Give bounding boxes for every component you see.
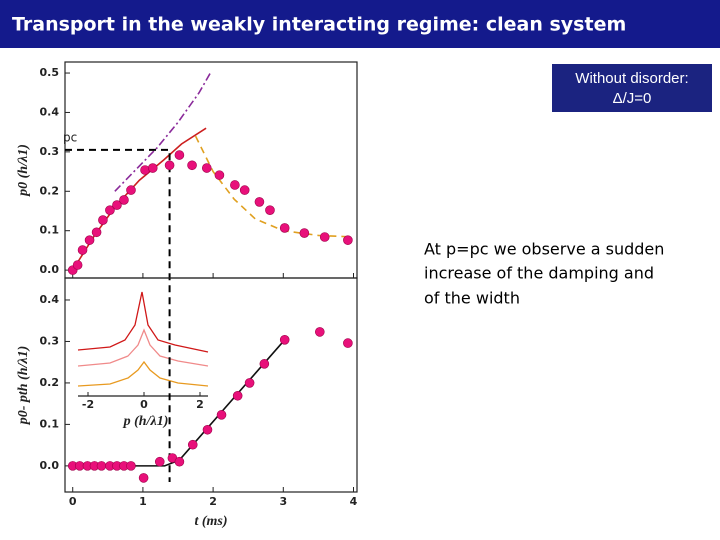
data-point [91, 227, 102, 238]
data-point [254, 197, 265, 207]
x-tick-label: 2 [209, 495, 217, 508]
data-point [112, 200, 122, 210]
data-point [202, 424, 213, 435]
info-line: Without disorder: [575, 70, 688, 87]
data-point [164, 160, 175, 171]
fit-line [194, 135, 347, 238]
data-point [126, 185, 136, 195]
data-point [232, 390, 243, 401]
y-tick-label: 0.4 [40, 105, 60, 118]
fit-line [114, 72, 211, 192]
y-tick-label: 0.0 [40, 459, 60, 472]
y-tick-label: 0.2 [40, 376, 60, 389]
y-tick-label: 0.2 [40, 184, 60, 197]
data-point [230, 180, 240, 190]
plot-frame [64, 277, 358, 493]
data-point [259, 359, 270, 369]
data-point [119, 195, 129, 205]
data-point [96, 461, 107, 471]
inset-tick-label: 2 [196, 398, 204, 411]
y-tick-label: 0.3 [40, 334, 60, 347]
data-point [147, 163, 158, 173]
fit-line [72, 127, 207, 271]
data-point [319, 232, 330, 242]
y-tick-label: 0.0 [40, 263, 60, 276]
fit-line [72, 339, 286, 467]
inset-tick-label: 0 [140, 398, 148, 411]
inset-tick-label: -2 [82, 398, 94, 411]
pc-label: pc [63, 130, 77, 144]
y-tick-label: 0.3 [40, 145, 60, 158]
data-point [279, 223, 290, 233]
inset-x-label: p (h/λ1) [123, 414, 169, 429]
x-tick-label: 4 [350, 495, 358, 508]
y-tick-label: 0.5 [40, 66, 60, 79]
data-point [201, 163, 212, 173]
note-line: of the width [424, 289, 520, 308]
data-point [138, 473, 149, 483]
data-point [244, 378, 255, 388]
y-tick-label: 0.4 [40, 293, 60, 306]
data-point [105, 205, 115, 216]
slide-title: Transport in the weakly interacting regi… [12, 14, 626, 36]
y-axis-label: p0 (h/λ1) [16, 144, 31, 197]
data-point [174, 150, 185, 160]
data-point [98, 215, 108, 225]
pc-marker [65, 148, 171, 482]
data-point [84, 235, 95, 245]
data-point [216, 410, 227, 420]
data-point [343, 338, 353, 348]
y-axis-label: p0- pth (h/λ1) [16, 346, 31, 426]
x-tick-label: 0 [69, 495, 77, 508]
data-point [299, 228, 310, 238]
x-axis-label: t (ms) [194, 514, 227, 529]
data-point [77, 245, 88, 255]
data-point [154, 456, 165, 467]
data-point [187, 160, 197, 171]
data-point [187, 439, 198, 450]
data-point [279, 334, 290, 345]
x-tick-label: 3 [279, 495, 287, 508]
y-tick-label: 0.1 [40, 224, 60, 237]
data-point [72, 260, 83, 270]
data-point [239, 185, 250, 195]
info-line: Δ/J=0 [613, 90, 652, 107]
note-line: increase of the damping and [424, 264, 654, 283]
data-point [265, 205, 275, 216]
inset-curves [77, 291, 209, 397]
data-point [214, 170, 225, 180]
info-box [552, 64, 712, 112]
y-tick-label: 0.1 [40, 417, 60, 430]
x-tick-label: 1 [139, 495, 147, 508]
title-bar [0, 0, 720, 48]
data-point [343, 235, 353, 245]
data-point [314, 327, 325, 337]
data-point [126, 461, 136, 471]
data-point [174, 456, 185, 467]
note-line: At p=pc we observe a sudden [424, 240, 664, 259]
